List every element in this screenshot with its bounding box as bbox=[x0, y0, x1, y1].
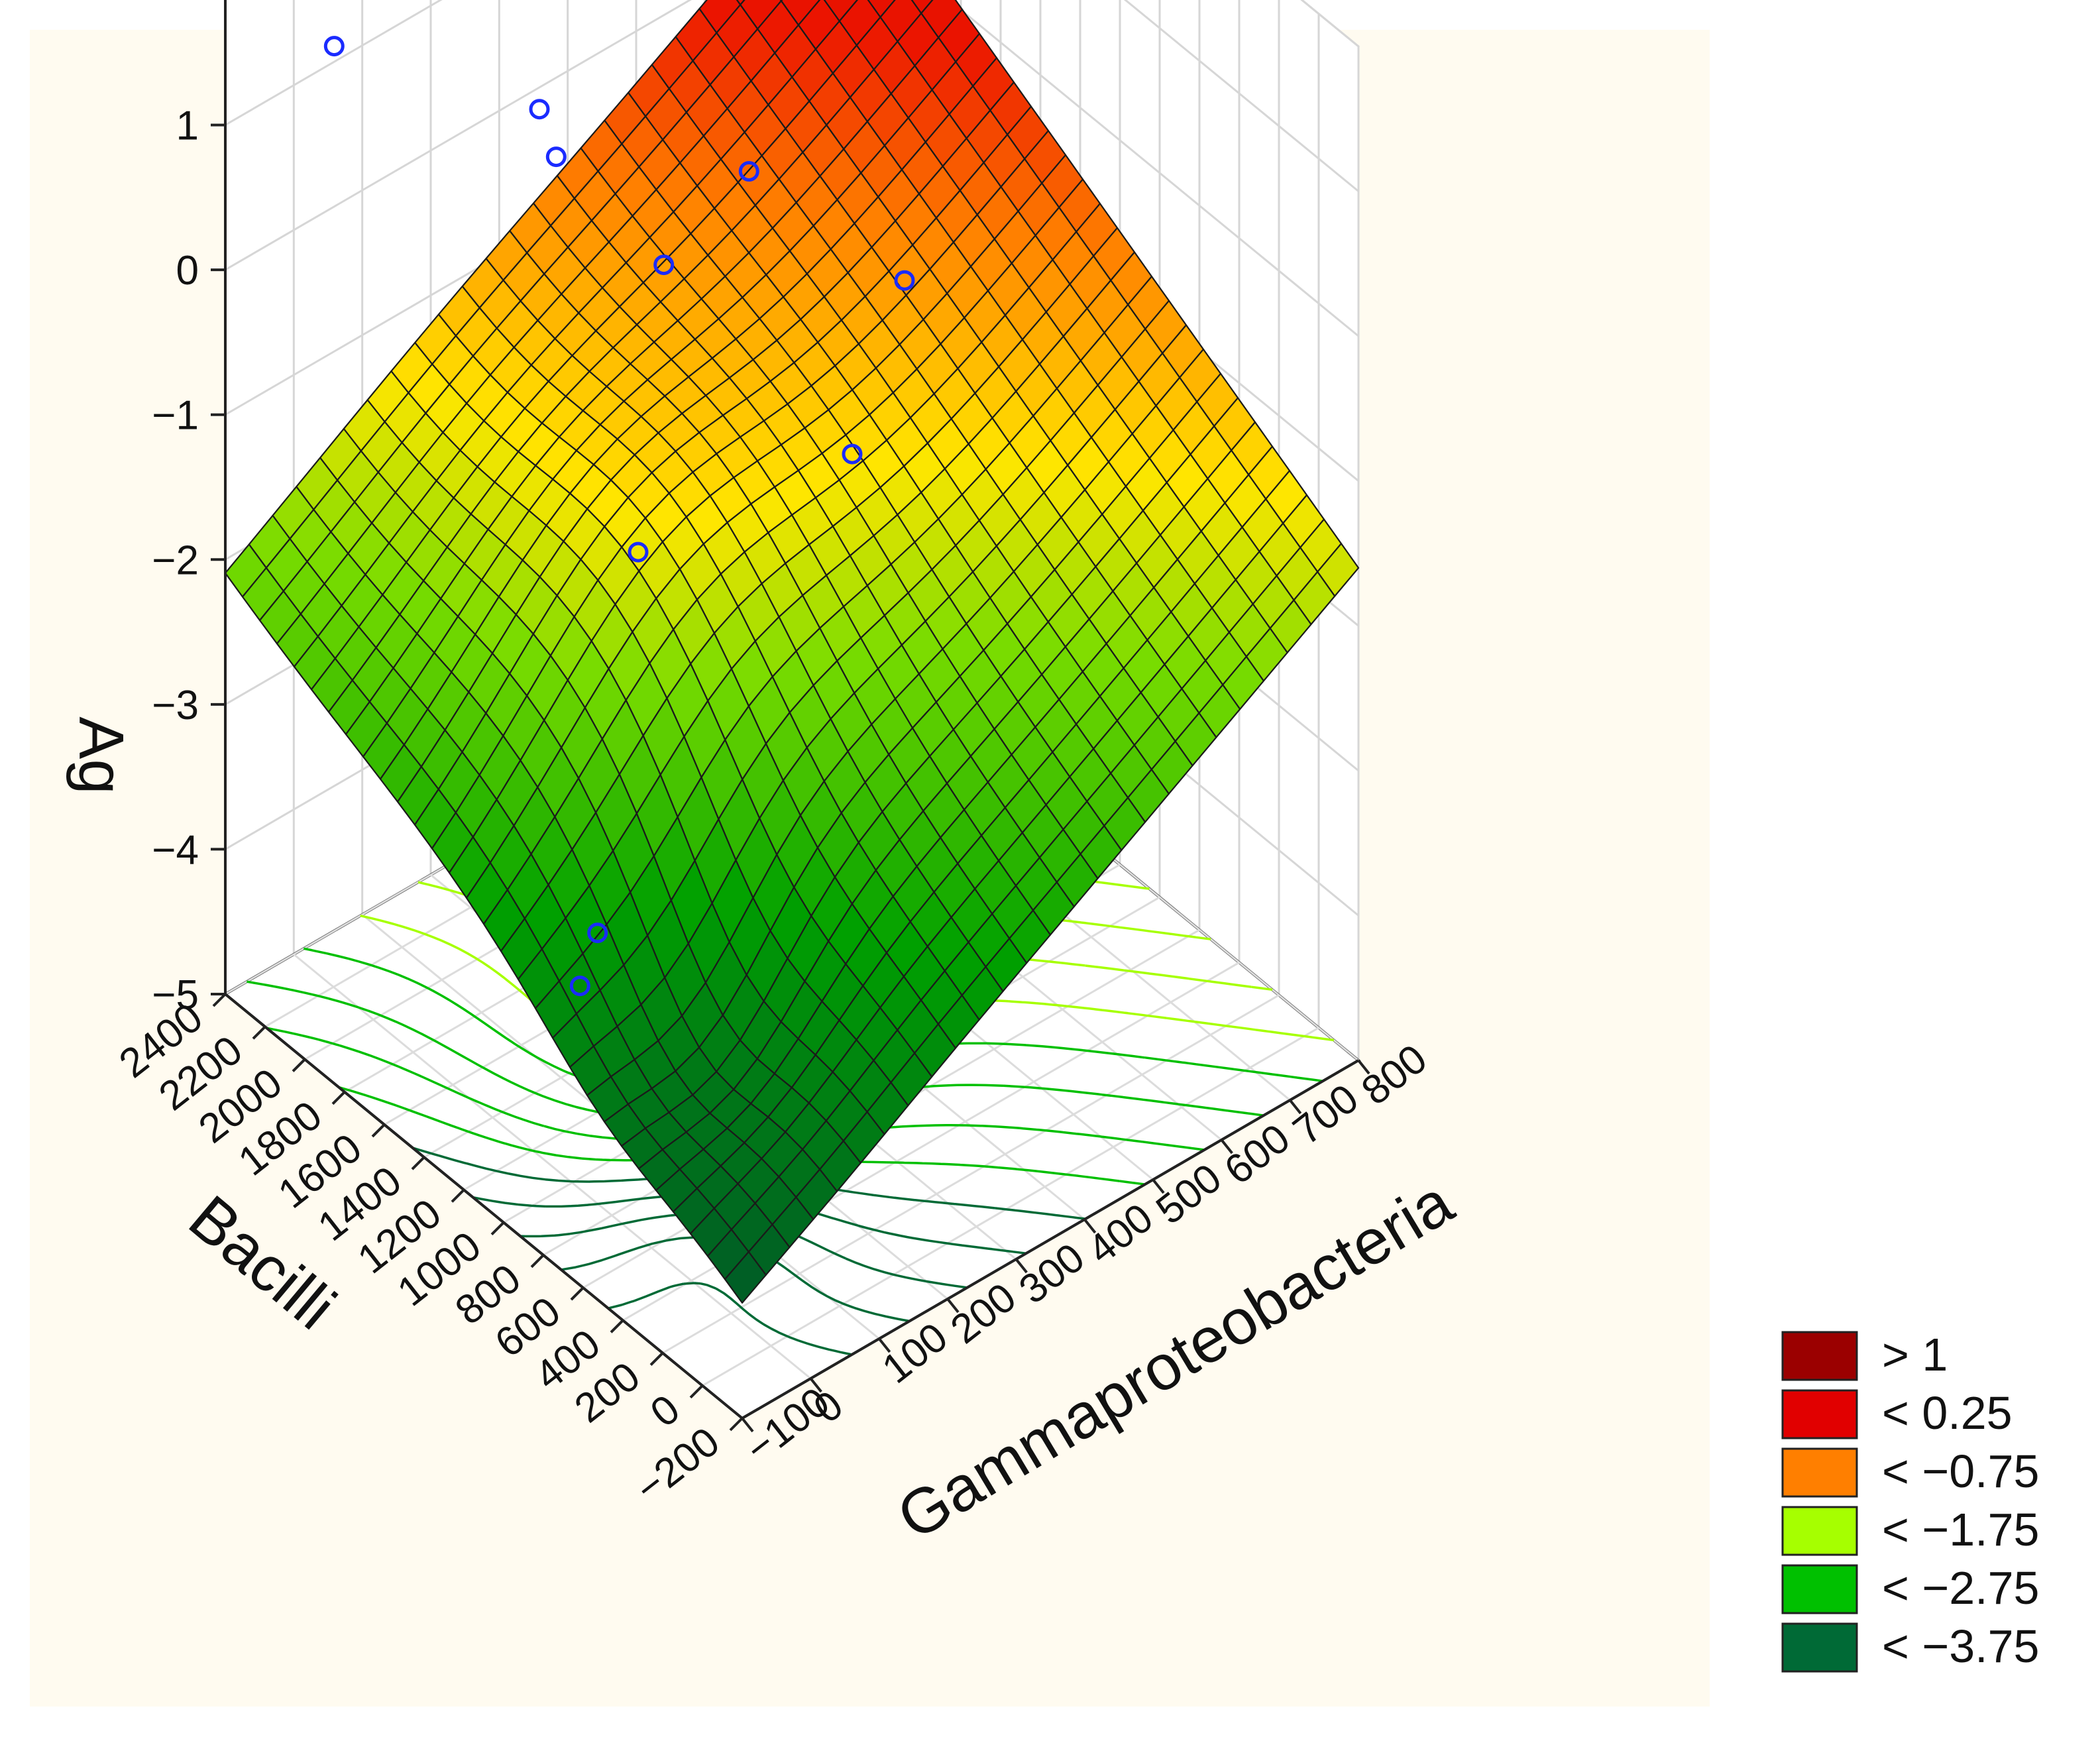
y-tick-mark bbox=[292, 1058, 306, 1072]
x-tick-mark bbox=[809, 1377, 822, 1393]
y-tick-mark bbox=[729, 1417, 744, 1432]
x-tick-mark bbox=[1289, 1099, 1302, 1115]
y-tick-mark bbox=[411, 1156, 425, 1170]
x-tick-mark bbox=[1357, 1059, 1370, 1075]
legend-swatch bbox=[1781, 1389, 1858, 1439]
observed-point bbox=[545, 146, 567, 168]
contour-line bbox=[608, 1282, 852, 1356]
x-tick-mark bbox=[1083, 1218, 1097, 1234]
surface-cell bbox=[724, 1251, 767, 1304]
observed-point bbox=[529, 99, 550, 120]
observed-point bbox=[628, 541, 649, 563]
x-tick-mark bbox=[1015, 1258, 1028, 1274]
legend-label: < −2.75 bbox=[1882, 1562, 2039, 1614]
z-tick-label: −3 bbox=[152, 683, 199, 728]
y-tick-mark bbox=[570, 1286, 584, 1301]
surface-mesh bbox=[224, 0, 1360, 1304]
observed-point bbox=[569, 976, 590, 997]
legend-swatch bbox=[1781, 1506, 1858, 1556]
x-tick-mark bbox=[741, 1417, 754, 1433]
observed-point bbox=[653, 254, 675, 276]
y-tick-mark bbox=[331, 1091, 346, 1105]
observed-points bbox=[323, 36, 915, 997]
observed-point bbox=[842, 443, 863, 465]
y-tick-mark bbox=[451, 1188, 465, 1203]
floor-grid-line bbox=[702, 1027, 1319, 1387]
legend-swatch bbox=[1781, 1447, 1858, 1498]
z-tick-label: 1 bbox=[176, 103, 199, 149]
observed-point bbox=[894, 270, 915, 291]
legend-label: < −0.75 bbox=[1882, 1445, 2039, 1497]
z-tick-label: −5 bbox=[152, 972, 199, 1018]
y-tick-mark bbox=[490, 1221, 505, 1236]
z-tick-label: 2 bbox=[176, 0, 199, 4]
axis-line bbox=[741, 1059, 1360, 1420]
z-tick-label: −2 bbox=[152, 537, 199, 583]
z-tick-label: −1 bbox=[152, 393, 199, 439]
axis-line bbox=[224, 993, 744, 1420]
observed-point bbox=[587, 923, 608, 944]
legend: > 1 < 0.25 < −0.75 < −1.75 < −2.75 < −3.75 bbox=[1781, 1329, 2039, 1673]
y-tick-mark bbox=[649, 1352, 664, 1366]
floor-grid-line bbox=[662, 994, 1280, 1354]
y-tick-mark bbox=[371, 1123, 386, 1138]
z-tick-label: 0 bbox=[176, 248, 199, 294]
legend-swatch bbox=[1781, 1622, 1858, 1673]
legend-label: < 0.25 bbox=[1882, 1387, 2013, 1439]
x-tick-mark bbox=[1220, 1139, 1233, 1154]
x-tick-mark bbox=[878, 1337, 891, 1353]
legend-label: > 1 bbox=[1882, 1329, 1948, 1380]
y-tick-mark bbox=[530, 1254, 545, 1268]
legend-label: < −1.75 bbox=[1882, 1504, 2039, 1555]
y-tick-mark bbox=[610, 1319, 624, 1333]
observed-point bbox=[738, 161, 759, 182]
z-axis-title: Ag bbox=[66, 716, 137, 794]
x-tick-mark bbox=[946, 1298, 960, 1314]
y-tick-mark bbox=[252, 1025, 266, 1040]
y-tick-mark bbox=[212, 993, 227, 1007]
legend-swatch bbox=[1781, 1331, 1858, 1381]
floor-grid-line bbox=[293, 953, 812, 1380]
surface-cell bbox=[911, 0, 934, 15]
x-tick-mark bbox=[1152, 1178, 1165, 1194]
observed-point bbox=[323, 36, 345, 57]
legend-label: < −3.75 bbox=[1882, 1620, 2039, 1672]
legend-swatch bbox=[1781, 1564, 1858, 1614]
y-tick-mark bbox=[689, 1384, 704, 1399]
z-tick-label: −4 bbox=[152, 827, 199, 873]
